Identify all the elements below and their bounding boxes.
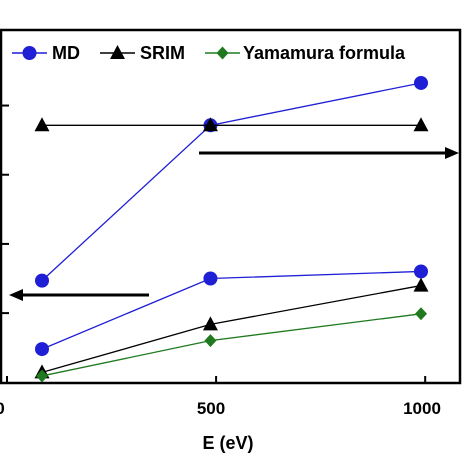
series-left-md [35,264,428,357]
x-tick-labels: 0 500 1000 [0,399,441,418]
legend-label: MD [52,43,80,63]
data-point [414,75,428,90]
axis-arrows [9,147,459,301]
series-line [41,82,422,282]
left-axis-arrow-head [9,289,23,301]
data-point [36,369,48,383]
legend-marker [110,45,125,59]
legend-item-yamamura-formula: Yamamura formula [205,43,406,63]
legend-marker [216,46,229,60]
data-point [203,271,218,286]
data-point [202,117,218,132]
data-point [413,277,429,292]
x-tick-label: 500 [197,399,225,418]
series-line [41,284,422,374]
legend-item-md: MD [12,43,80,63]
series-left-yamamura-formula [36,307,427,383]
data-point [35,342,49,357]
data-point [202,316,218,331]
legend-label: Yamamura formula [243,43,406,63]
series-right-srim [34,117,429,132]
data-point [413,117,429,132]
right-axis-arrow-head [445,147,459,159]
plot-frame [0,28,462,385]
data-point [415,307,427,321]
x-axis-title: E (eV) [202,433,253,453]
legend-label: SRIM [140,43,185,63]
x-tick-label: 0 [0,399,5,418]
data-point [34,117,50,132]
legend-item-srim: SRIM [100,43,185,63]
series-line [41,313,422,377]
series-right-md [35,75,428,288]
axis-ticks [1,104,427,383]
legend: MD SRIM Yamamura formula [12,43,406,63]
legend-marker [22,46,37,60]
series-layer [34,75,429,383]
data-point [204,334,217,348]
x-tick-label: 1000 [403,399,441,418]
data-point [414,264,428,279]
plot-border [0,28,462,385]
data-point [35,273,49,288]
